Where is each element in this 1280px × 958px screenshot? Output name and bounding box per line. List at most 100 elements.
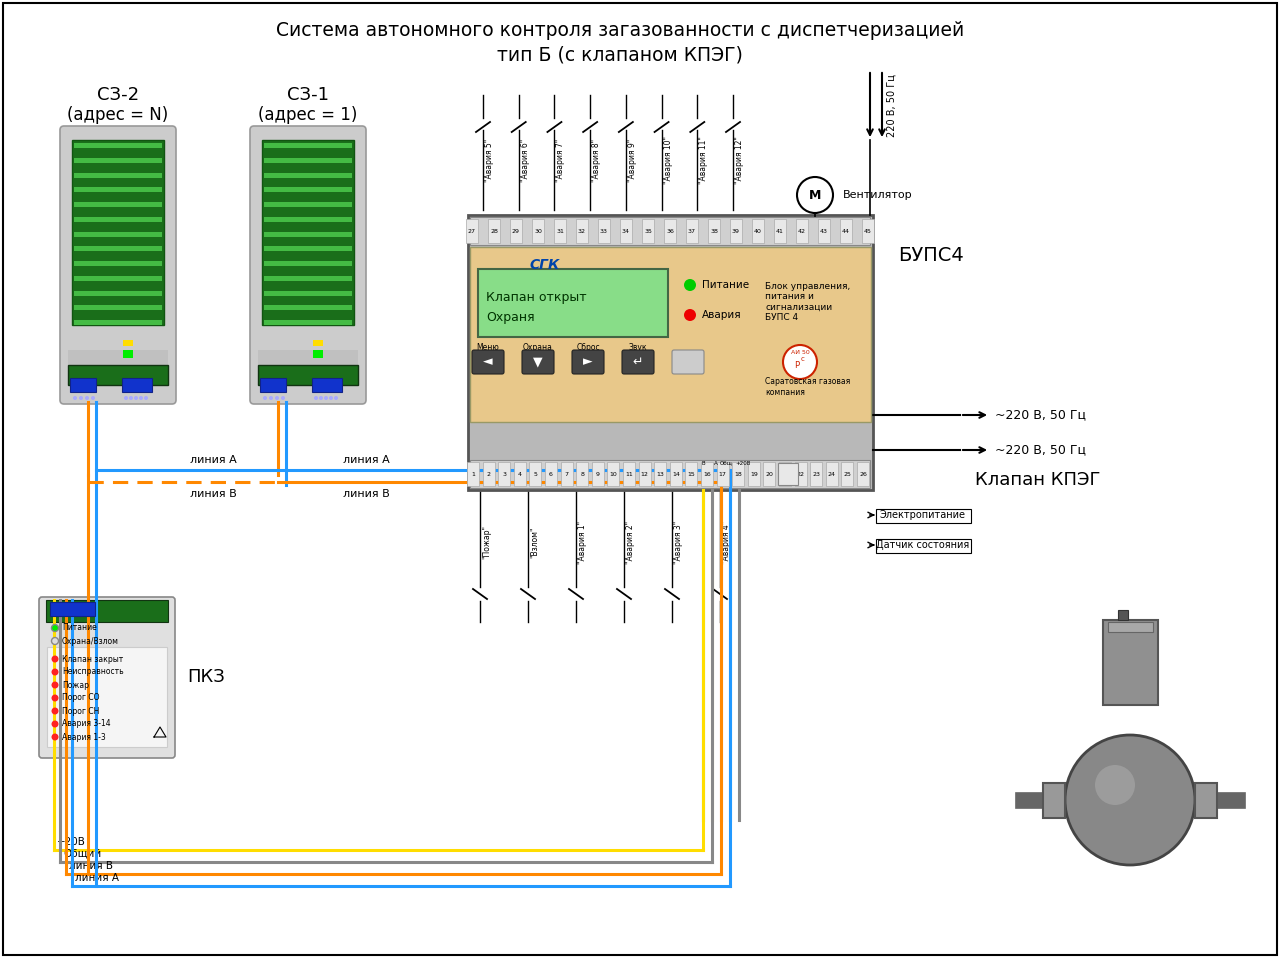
Circle shape (73, 396, 77, 400)
Bar (1043, 783, 1065, 817)
Text: 29: 29 (512, 229, 520, 234)
Circle shape (1094, 765, 1135, 805)
Text: Авария: Авария (701, 310, 741, 320)
Bar (701, 462, 713, 486)
FancyBboxPatch shape (60, 126, 177, 404)
FancyBboxPatch shape (672, 350, 704, 374)
Bar (68, 350, 168, 375)
Text: 35: 35 (644, 229, 652, 234)
Text: линия В: линия В (69, 861, 113, 871)
Text: 1: 1 (471, 471, 475, 476)
Text: "Авария 6": "Авария 6" (521, 138, 530, 182)
Text: Р: Р (795, 360, 800, 370)
Circle shape (84, 396, 90, 400)
Bar (68, 365, 168, 385)
Text: линия А: линия А (189, 455, 237, 465)
Bar (778, 463, 797, 485)
Bar (470, 217, 870, 245)
FancyBboxPatch shape (522, 350, 554, 374)
Circle shape (275, 396, 279, 400)
Bar (554, 219, 566, 243)
Bar (74, 261, 163, 266)
Bar (74, 290, 163, 295)
Bar (623, 462, 635, 486)
Bar (780, 462, 791, 486)
Text: Блок управления,
питания и
сигнализации
БУПС 4: Блок управления, питания и сигнализации … (765, 282, 850, 322)
Text: 15: 15 (687, 471, 695, 476)
Text: +20В: +20В (735, 461, 750, 466)
FancyBboxPatch shape (472, 350, 504, 374)
Circle shape (51, 681, 59, 689)
Text: 12: 12 (641, 471, 649, 476)
Bar (74, 143, 163, 148)
Text: 3: 3 (502, 471, 506, 476)
Circle shape (684, 309, 696, 321)
Circle shape (51, 734, 59, 741)
Bar (264, 276, 352, 281)
Text: Клапан КПЭГ: Клапан КПЭГ (975, 471, 1101, 489)
Text: "Авария 11": "Авария 11" (699, 136, 708, 184)
Bar (1196, 783, 1217, 817)
Bar (530, 462, 541, 486)
Bar (47, 647, 166, 747)
Bar (488, 219, 500, 243)
Bar (654, 462, 666, 486)
Text: 34: 34 (622, 229, 630, 234)
Text: ~220 В, 50 Гц: ~220 В, 50 Гц (995, 444, 1085, 457)
Text: Охраня: Охраня (486, 310, 535, 324)
Bar (730, 219, 742, 243)
Bar (74, 172, 163, 177)
Circle shape (269, 396, 273, 400)
Circle shape (262, 396, 268, 400)
Text: СЗ-1: СЗ-1 (287, 86, 329, 104)
Text: "Авария 1": "Авария 1" (579, 520, 588, 563)
Bar (74, 320, 163, 325)
Text: 21: 21 (781, 471, 788, 476)
Bar (123, 350, 133, 358)
Bar (470, 247, 870, 422)
Text: Порог СН: Порог СН (61, 706, 100, 716)
Circle shape (51, 720, 59, 727)
Bar (685, 462, 698, 486)
Circle shape (143, 396, 148, 400)
Text: 22: 22 (796, 471, 805, 476)
Text: тип Б (с клапаном КПЭГ): тип Б (с клапаном КПЭГ) (497, 45, 742, 64)
Circle shape (51, 655, 59, 663)
Bar (50, 602, 95, 616)
Text: 4: 4 (518, 471, 522, 476)
Bar (498, 462, 511, 486)
Bar (620, 219, 632, 243)
Circle shape (314, 396, 317, 400)
Text: Питание: Питание (701, 280, 749, 290)
Bar (1117, 610, 1128, 620)
Bar (796, 219, 808, 243)
Text: 7: 7 (564, 471, 568, 476)
Text: 28: 28 (490, 229, 498, 234)
Bar (858, 462, 869, 486)
Text: 42: 42 (797, 229, 806, 234)
Circle shape (783, 345, 817, 379)
Text: "Авария 9": "Авария 9" (628, 138, 637, 182)
FancyBboxPatch shape (572, 350, 604, 374)
Bar (72, 140, 164, 325)
FancyBboxPatch shape (622, 350, 654, 374)
Text: 24: 24 (828, 471, 836, 476)
Text: Меню: Меню (476, 343, 499, 352)
Text: Охрана/Взлом: Охрана/Взлом (61, 636, 119, 646)
FancyBboxPatch shape (876, 509, 972, 523)
Text: 38: 38 (710, 229, 718, 234)
Text: 45: 45 (864, 229, 872, 234)
Text: 16: 16 (703, 471, 710, 476)
Bar (74, 217, 163, 221)
Text: с: с (801, 356, 805, 362)
Bar (264, 202, 352, 207)
Bar (74, 276, 163, 281)
Text: 43: 43 (820, 229, 828, 234)
Circle shape (51, 695, 59, 701)
Circle shape (129, 396, 133, 400)
Text: 31: 31 (556, 229, 564, 234)
Bar (639, 462, 650, 486)
Text: Вентилятор: Вентилятор (844, 190, 913, 200)
Text: Авария 1-3: Авария 1-3 (61, 733, 106, 741)
Circle shape (684, 279, 696, 291)
